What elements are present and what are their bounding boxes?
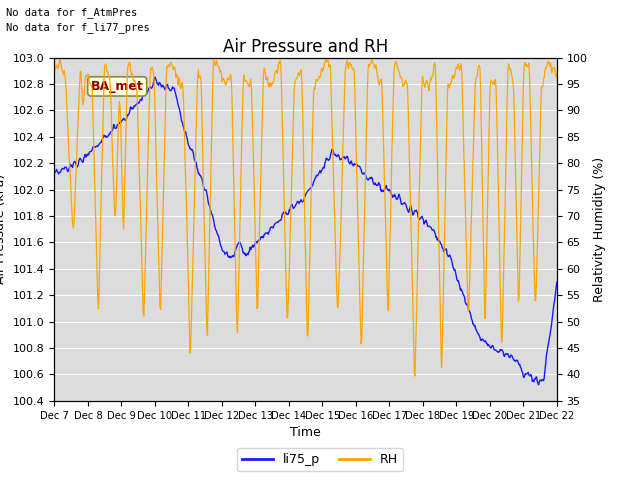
- X-axis label: Time: Time: [290, 426, 321, 439]
- Legend: li75_p, RH: li75_p, RH: [237, 448, 403, 471]
- Y-axis label: Air Pressure (kPa): Air Pressure (kPa): [0, 174, 7, 284]
- Text: No data for f_AtmPres: No data for f_AtmPres: [6, 7, 138, 18]
- Title: Air Pressure and RH: Air Pressure and RH: [223, 38, 388, 56]
- Y-axis label: Relativity Humidity (%): Relativity Humidity (%): [593, 156, 606, 302]
- Text: No data for f_li77_pres: No data for f_li77_pres: [6, 22, 150, 33]
- Text: BA_met: BA_met: [91, 80, 143, 93]
